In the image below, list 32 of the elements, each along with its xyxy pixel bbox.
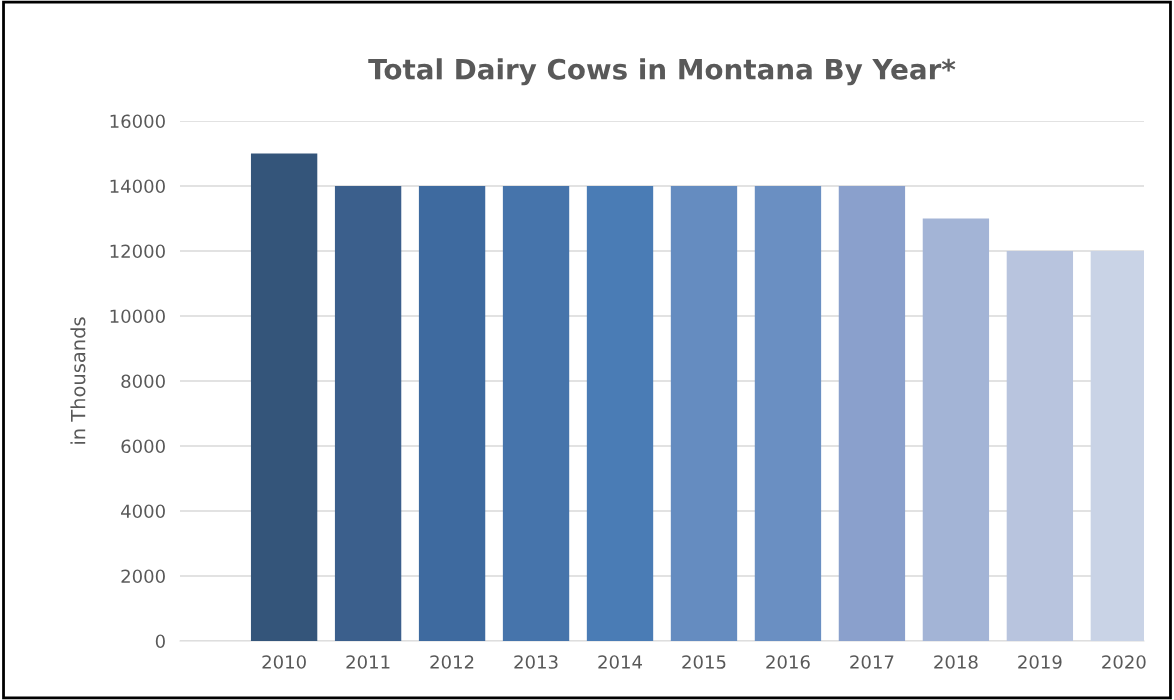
y-tick-label: 0 <box>155 634 165 649</box>
x-tick-label: 2018 <box>934 655 978 669</box>
bar <box>670 186 738 641</box>
y-tick-label: 6000 <box>121 439 165 454</box>
x-tick-label: 2020 <box>1102 655 1146 669</box>
bar <box>418 186 486 641</box>
bar <box>334 186 402 641</box>
y-tick-label: 14000 <box>110 179 165 194</box>
x-tick-label: 2014 <box>598 655 642 669</box>
bar <box>1006 251 1074 641</box>
bar <box>502 186 570 641</box>
x-tick-label: 2013 <box>514 655 558 669</box>
y-tick-label: 4000 <box>121 504 165 519</box>
bar <box>250 153 318 641</box>
bar <box>754 186 822 641</box>
chart-title: Total Dairy Cows in Montana By Year* <box>368 58 956 86</box>
x-tick-label: 2012 <box>430 655 474 669</box>
bar <box>838 186 906 641</box>
y-axis-title: in Thousands <box>70 317 86 444</box>
bar <box>586 186 654 641</box>
y-tick-label: 12000 <box>110 244 165 259</box>
x-tick-label: 2011 <box>346 655 390 669</box>
x-tick-label: 2015 <box>682 655 726 669</box>
bar <box>922 218 990 641</box>
x-tick-label: 2019 <box>1018 655 1062 669</box>
x-tick-label: 2016 <box>766 655 810 669</box>
x-tick-label: 2010 <box>262 655 306 669</box>
y-tick-label: 10000 <box>110 309 165 324</box>
y-tick-label: 8000 <box>121 374 165 389</box>
x-tick-label: 2017 <box>850 655 894 669</box>
y-tick-label: 2000 <box>121 569 165 584</box>
y-tick-label: 16000 <box>110 114 165 129</box>
